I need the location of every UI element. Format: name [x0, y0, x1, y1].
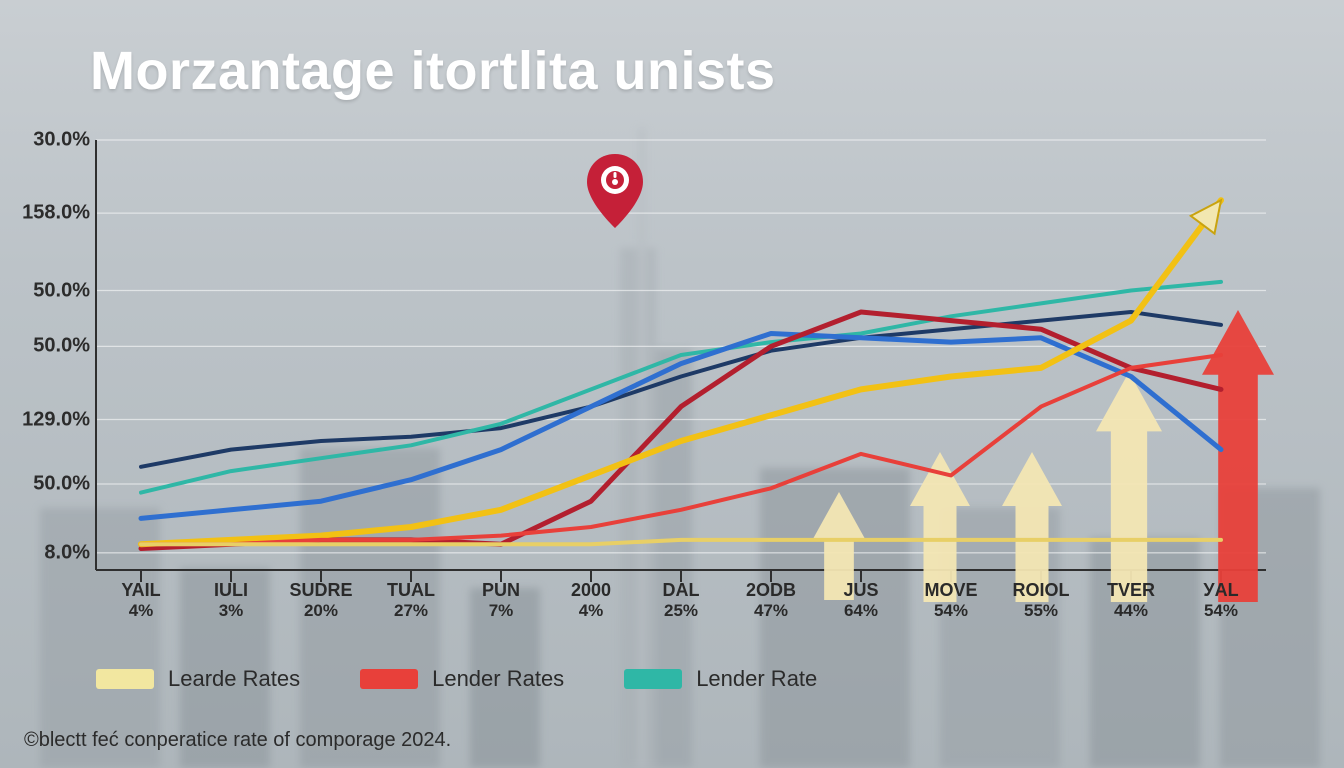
x-axis-label: DAL25% — [663, 580, 700, 620]
chart-svg — [96, 140, 1266, 570]
y-axis-label: 50.0% — [33, 279, 90, 302]
legend-label: Lender Rates — [432, 666, 564, 692]
x-axis-label: TUAL27% — [387, 580, 435, 620]
x-axis-label: IULI3% — [214, 580, 248, 620]
legend-item: Lender Rate — [624, 666, 817, 692]
x-axis-label: TVER44% — [1107, 580, 1155, 620]
x-axis-label: ROIOL55% — [1013, 580, 1070, 620]
x-axis-label: 20004% — [571, 580, 611, 620]
chart-stage: Morzantage itortlita unists 30.0%158.0%5… — [0, 0, 1344, 768]
chart-footer: ©blectt feć conperatice rate of comporag… — [24, 729, 451, 752]
up-arrow-icon — [1202, 310, 1274, 602]
y-axis-label: 50.0% — [33, 473, 90, 496]
chart-title: Morzantage itortlita unists — [90, 40, 776, 102]
y-axis-label: 30.0% — [33, 129, 90, 152]
legend-swatch — [624, 669, 682, 689]
legend-item: Learde Rates — [96, 666, 300, 692]
series-teal — [141, 282, 1221, 493]
x-axis-label: УAL54% — [1203, 580, 1238, 620]
series-red — [141, 355, 1221, 544]
x-axis-label: PUN7% — [482, 580, 520, 620]
x-axis-label: JUS64% — [843, 580, 878, 620]
x-axis-label: MOVE54% — [924, 580, 977, 620]
legend-label: Learde Rates — [168, 666, 300, 692]
location-pin-icon — [585, 152, 645, 230]
y-axis-label: 129.0% — [22, 408, 90, 431]
series-yellow — [141, 200, 1221, 544]
x-axis-label: 2ODB47% — [746, 580, 796, 620]
legend-label: Lender Rate — [696, 666, 817, 692]
legend-item: Lender Rates — [360, 666, 564, 692]
chart-plot-area: 30.0%158.0%50.0%50.0%129.0%50.0%8.0%YAIL… — [96, 140, 1266, 570]
chart-legend: Learde Rates Lender Rates Lender Rate — [96, 666, 817, 692]
legend-swatch — [96, 669, 154, 689]
up-arrow-icon — [1096, 372, 1162, 602]
y-axis-label: 158.0% — [22, 202, 90, 225]
y-axis-label: 8.0% — [44, 541, 90, 564]
x-axis-label: YAIL4% — [121, 580, 160, 620]
y-axis-label: 50.0% — [33, 335, 90, 358]
x-axis-label: SUDRE20% — [289, 580, 352, 620]
legend-swatch — [360, 669, 418, 689]
